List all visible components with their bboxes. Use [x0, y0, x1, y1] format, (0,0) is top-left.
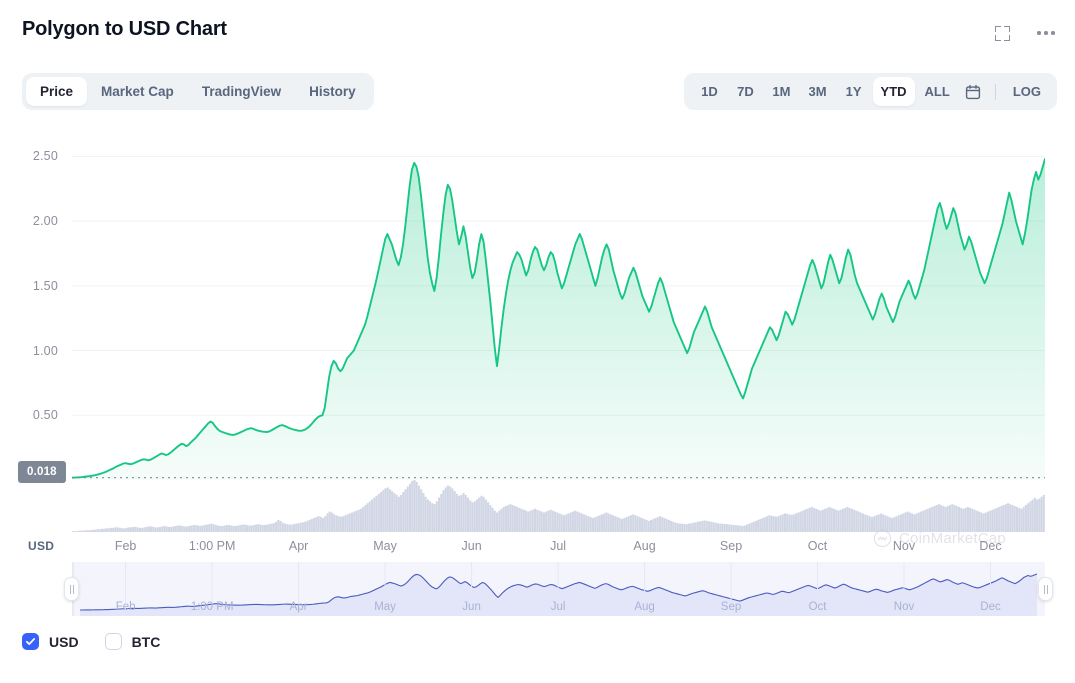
x-axis-tick: Oct [807, 539, 828, 553]
currency-axis-label: USD [28, 539, 55, 553]
x-axis-tick: Nov [892, 539, 916, 553]
price-chart-plot: 2.50 2.00 1.50 1.00 0.50 0.018 CoinMarketCap [0, 124, 1075, 548]
y-axis-tick: 1.00 [32, 343, 58, 358]
x-axis-tick: May [373, 539, 397, 553]
navigator-tick: Sep [720, 601, 742, 613]
x-axis-tick: Jul [550, 539, 567, 553]
range-1y[interactable]: 1Y [845, 84, 862, 99]
legend-label: USD [49, 633, 79, 650]
navigator-tick: Oct [808, 601, 827, 613]
tab-market-cap[interactable]: Market Cap [101, 84, 174, 99]
series-legend: USD BTC [22, 633, 160, 650]
y-axis-tick: 0.50 [32, 408, 58, 423]
y-axis-tick: 2.00 [32, 214, 58, 229]
range-1d[interactable]: 1D [701, 84, 718, 99]
current-price-marker: 0.018 [18, 461, 66, 483]
range-1m[interactable]: 1M [772, 84, 791, 99]
log-scale-toggle[interactable]: LOG [1012, 84, 1041, 99]
x-axis-tick: Jun [461, 539, 482, 553]
calendar-icon[interactable] [960, 77, 986, 106]
range-handle-left[interactable] [64, 577, 79, 601]
page-title: Polygon to USD Chart [22, 18, 227, 40]
navigator-tick: May [374, 601, 396, 613]
x-axis: USD Feb 1:00 PM Apr May Jun Jul Aug Sep Oct Nov De… [0, 536, 1075, 562]
x-axis-tick: Feb [114, 539, 137, 553]
y-axis: 2.50 2.00 1.50 1.00 0.50 [0, 124, 72, 480]
navigator-tick: Jul [550, 601, 566, 613]
y-axis-tick: 1.50 [32, 278, 58, 293]
tab-tradingview[interactable]: TradingView [201, 84, 282, 99]
navigator-tick: 1:00 PM [190, 601, 234, 613]
x-axis-tick: 1:00 PM [188, 539, 236, 553]
legend-item-usd[interactable]: USD [22, 633, 79, 650]
legend-item-btc[interactable]: BTC [104, 633, 161, 650]
header-actions [991, 22, 1057, 44]
navigator-tick: Aug [634, 601, 655, 613]
tab-history[interactable]: History [309, 84, 356, 99]
range-ytd[interactable]: YTD [872, 77, 915, 106]
x-axis-tick: Sep [719, 539, 743, 553]
navigator-tick: Apr [289, 601, 308, 613]
navigator-tick: Feb [115, 601, 136, 613]
range-7d[interactable]: 7D [737, 84, 754, 99]
navigator-tick: Dec [980, 601, 1001, 613]
y-axis-tick: 2.50 [32, 149, 58, 164]
chart-canvas[interactable] [71, 124, 1046, 536]
x-axis-tick: Apr [288, 539, 309, 553]
tab-price[interactable]: Price [26, 77, 88, 106]
legend-label: BTC [131, 633, 161, 650]
navigator-tick: Nov [893, 601, 915, 613]
divider [994, 83, 996, 100]
range-all[interactable]: ALL [924, 84, 950, 99]
x-axis-tick: Dec [979, 539, 1002, 553]
checkbox-checked-icon[interactable] [22, 633, 39, 650]
checkbox-unchecked-icon[interactable] [104, 633, 122, 650]
range-3m[interactable]: 3M [808, 84, 827, 99]
navigator-tick: Jun [462, 601, 481, 613]
more-horizontal-icon[interactable] [1035, 22, 1057, 44]
expand-fullscreen-icon[interactable] [991, 22, 1013, 44]
x-axis-tick: Aug [633, 539, 656, 553]
range-handle-right[interactable] [1038, 577, 1053, 601]
chart-type-tabs: Price Market Cap TradingView History [22, 73, 374, 110]
widget-header: Polygon to USD Chart [0, 0, 1075, 62]
time-range-selector: 1D 7D 1M 3M 1Y YTD ALL LOG [684, 73, 1057, 110]
range-navigator[interactable]: Feb 1:00 PM Apr May Jun Jul Aug Sep Oct Nov Dec [64, 562, 1053, 616]
